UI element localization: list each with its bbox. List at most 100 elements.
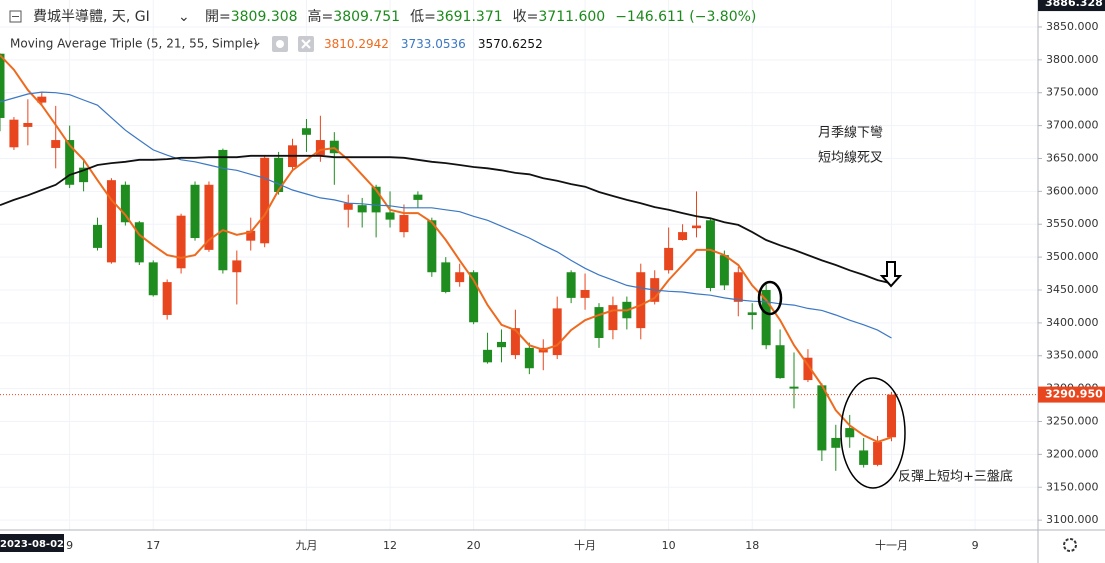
- dropdown[interactable]: ⌄: [178, 9, 190, 25]
- candle-body: [705, 220, 715, 289]
- circle-marker: [840, 377, 906, 489]
- candle-body: [0, 53, 5, 118]
- candle-body: [496, 341, 506, 348]
- candle-body: [608, 305, 618, 331]
- settings-gear[interactable]: [1063, 538, 1077, 552]
- x-tick-label: 十一月: [875, 538, 908, 552]
- quote-label: 高=: [308, 8, 334, 25]
- collapse-icon[interactable]: [9, 10, 22, 23]
- candle-body: [678, 232, 688, 241]
- y-tick-label: 3150.000: [1046, 480, 1099, 493]
- quote-value: 3711.600: [538, 9, 605, 25]
- x-tick-label: 9: [66, 539, 73, 552]
- candle-body: [9, 119, 19, 148]
- x-tick-label: 12: [383, 539, 397, 552]
- y-tick-label: 3350.000: [1046, 349, 1099, 362]
- candle-body: [246, 230, 256, 241]
- candle-body: [204, 184, 214, 250]
- x-tick-label: 20: [467, 539, 481, 552]
- y-tick-label: 3800.000: [1046, 53, 1099, 66]
- ma-line: [0, 91, 892, 339]
- y-tick-label: 3500.000: [1046, 250, 1099, 263]
- candle-body: [483, 349, 493, 363]
- candle-body: [148, 262, 158, 296]
- y-tick-label: 3250.000: [1046, 415, 1099, 428]
- candle-body: [162, 282, 172, 315]
- candle-body: [775, 345, 785, 379]
- ma-line: [0, 54, 892, 443]
- quote: 開=3809.308 高=3809.751 低=3691.371 收=3711.600…: [205, 8, 756, 25]
- candle-body: [301, 128, 311, 135]
- x-tick-label: 10: [662, 539, 676, 552]
- candle-body: [134, 222, 144, 263]
- remove-icon: [301, 39, 311, 49]
- settings-icon: [276, 40, 284, 48]
- candle-body: [580, 289, 590, 298]
- candle-body: [427, 220, 437, 273]
- last-price-label: 3290.950: [1045, 388, 1103, 401]
- candle-body: [441, 262, 451, 292]
- quote-label: 低=: [410, 9, 436, 25]
- annotation: 反彈上短均+三盤底: [898, 469, 1013, 485]
- x-tick-label: 十月: [574, 538, 596, 552]
- candle-body: [357, 205, 367, 213]
- candle-body: [329, 140, 339, 154]
- down-arrow: [879, 261, 903, 288]
- crosshair-price-label: 3886.328: [1045, 0, 1103, 9]
- indicator-value: 3733.0536: [401, 37, 466, 51]
- candle-body: [469, 272, 479, 323]
- y-tick-label: 3600.000: [1046, 184, 1099, 197]
- plot-area: [0, 53, 1038, 471]
- indicator-value: 3810.2942: [324, 37, 389, 51]
- x-tick-label: 九月: [295, 539, 317, 552]
- y-tick-label: 3400.000: [1046, 316, 1099, 329]
- candle-body: [260, 157, 270, 244]
- candle-body: [106, 180, 116, 263]
- candle-body: [566, 272, 576, 298]
- candle-body: [524, 347, 534, 369]
- crosshair-date-box: [0, 534, 64, 552]
- ma-line: [0, 154, 892, 285]
- y-tick-label: 3450.000: [1046, 283, 1099, 296]
- candle-body: [887, 394, 897, 438]
- x-tick-label: 17: [146, 539, 160, 552]
- dropdown[interactable]: ⌄: [252, 35, 262, 49]
- quote-value: 3809.751: [333, 9, 400, 25]
- quote-change: −146.611 (−3.80%): [615, 9, 756, 25]
- annotation: 短均線死叉: [818, 150, 883, 166]
- candle-body: [692, 225, 701, 229]
- candle-body: [399, 215, 409, 233]
- candle-body: [594, 307, 604, 338]
- annotation: 月季線下彎: [818, 125, 883, 141]
- candle-body: [79, 167, 89, 183]
- candle-body: [817, 385, 827, 451]
- candle-body: [37, 96, 47, 103]
- candle-body: [455, 272, 465, 283]
- y-tick-label: 3100.000: [1046, 513, 1099, 526]
- indicator-value: 3570.6252: [478, 37, 543, 51]
- symbol: 費城半導體, 天, GI: [33, 9, 150, 25]
- quote-value: 3691.371: [436, 9, 503, 25]
- candle-body: [636, 272, 646, 329]
- crosshair-date: 2023-08-02: [0, 539, 64, 550]
- candle-body: [831, 437, 841, 448]
- candle-body: [664, 247, 674, 271]
- candle-body: [789, 386, 799, 389]
- candle-body: [190, 184, 200, 239]
- candle-body: [719, 255, 729, 286]
- y-tick-label: 3700.000: [1046, 119, 1099, 132]
- candle-body: [93, 224, 103, 248]
- candle-body: [51, 140, 61, 148]
- indicator-values: 3810.2942 3733.0536 3570.6252: [324, 37, 543, 51]
- candle-body: [23, 122, 33, 127]
- x-tick-label: 9: [972, 539, 979, 552]
- candle-body: [733, 272, 743, 302]
- quote-label: 收=: [513, 9, 539, 25]
- crosshair-price-box: [1038, 0, 1105, 12]
- candle-body: [385, 212, 395, 220]
- candle-body: [845, 428, 855, 438]
- y-tick-label: 3650.000: [1046, 151, 1099, 164]
- y-tick-label: 3200.000: [1046, 447, 1099, 460]
- candle-body: [274, 157, 284, 193]
